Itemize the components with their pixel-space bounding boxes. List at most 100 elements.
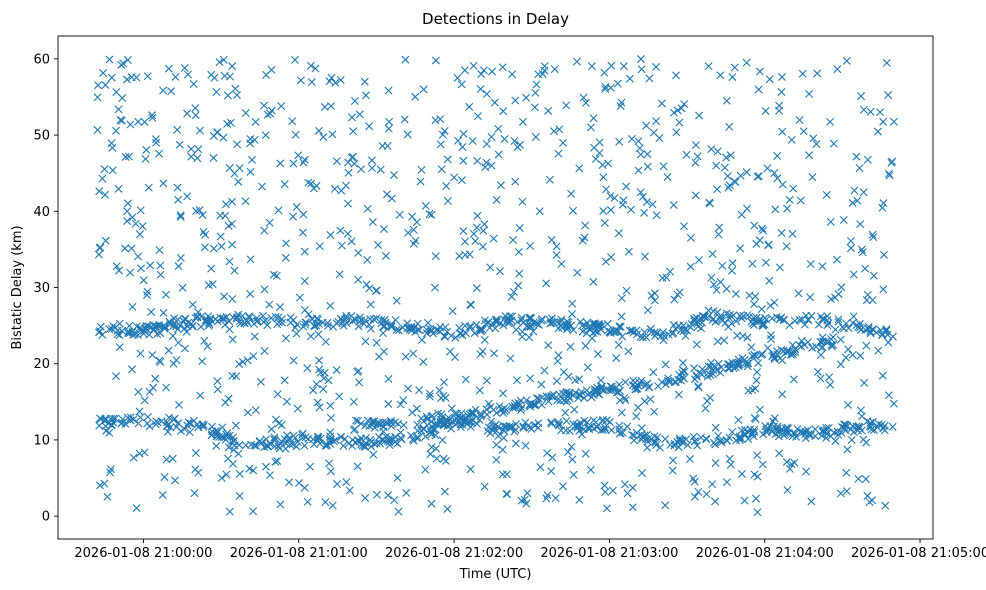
detection-marker xyxy=(789,184,798,193)
detection-marker xyxy=(337,241,346,250)
detection-marker xyxy=(315,242,324,251)
detection-marker xyxy=(618,200,627,209)
detection-marker xyxy=(212,441,221,450)
detection-marker xyxy=(586,465,595,474)
detection-marker xyxy=(380,437,389,446)
detection-marker xyxy=(805,89,814,98)
detection-marker xyxy=(494,150,503,159)
detection-marker xyxy=(225,317,234,326)
detection-marker xyxy=(193,313,202,322)
detection-marker xyxy=(534,70,543,79)
detection-marker xyxy=(869,271,878,280)
detection-marker xyxy=(615,137,624,146)
detection-marker xyxy=(782,242,791,251)
detection-marker xyxy=(183,192,192,201)
detection-marker xyxy=(109,414,118,423)
detection-marker xyxy=(826,432,835,441)
detection-marker xyxy=(351,315,360,324)
detection-marker xyxy=(175,140,184,149)
detection-marker xyxy=(591,418,600,427)
detection-marker xyxy=(185,428,194,437)
detection-marker xyxy=(330,184,339,193)
detection-marker xyxy=(702,490,711,499)
detection-marker xyxy=(224,443,233,452)
detection-marker xyxy=(663,172,672,181)
detection-marker xyxy=(384,86,393,95)
detection-marker xyxy=(566,342,575,351)
detection-marker xyxy=(367,156,376,165)
detection-marker xyxy=(661,380,670,389)
x-axis-ticks: 2026-01-08 21:00:00 2026-01-08 21:01:00 20… xyxy=(74,539,986,561)
detection-marker xyxy=(783,348,792,357)
detection-marker xyxy=(134,387,143,396)
detection-marker xyxy=(889,117,898,126)
detection-marker xyxy=(617,408,626,417)
detection-marker xyxy=(417,414,426,423)
detection-marker xyxy=(498,63,507,72)
detection-marker xyxy=(836,360,845,369)
detection-marker xyxy=(354,248,363,257)
detection-marker xyxy=(857,92,866,101)
detection-marker xyxy=(191,104,200,113)
detection-marker xyxy=(607,382,616,391)
detection-marker xyxy=(416,177,425,186)
detection-marker xyxy=(191,111,200,120)
detection-marker xyxy=(706,370,715,379)
detection-marker xyxy=(327,102,335,111)
detection-marker xyxy=(199,420,208,429)
detection-marker xyxy=(475,326,484,335)
detection-marker xyxy=(477,70,486,79)
detection-marker xyxy=(833,65,842,74)
detection-marker xyxy=(361,434,370,443)
detection-marker xyxy=(266,109,275,118)
detection-marker xyxy=(136,325,145,334)
detection-marker xyxy=(531,88,540,97)
detection-marker xyxy=(281,334,290,343)
detection-marker xyxy=(558,482,567,491)
detection-marker xyxy=(200,243,209,252)
detection-marker xyxy=(441,393,450,402)
detection-marker xyxy=(121,152,130,161)
detection-marker xyxy=(403,130,412,139)
detection-marker xyxy=(841,353,850,362)
detection-marker xyxy=(653,433,662,442)
detection-marker xyxy=(488,67,497,76)
detection-marker xyxy=(861,264,870,273)
detection-marker xyxy=(727,266,736,275)
detection-marker xyxy=(174,419,183,428)
detection-marker xyxy=(561,408,570,417)
detection-marker xyxy=(326,231,335,240)
detection-marker xyxy=(384,491,393,500)
detection-marker xyxy=(366,315,375,324)
detection-marker xyxy=(459,156,468,165)
detection-marker xyxy=(465,323,474,331)
detection-marker xyxy=(492,195,501,204)
detection-marker xyxy=(499,433,508,442)
detection-marker xyxy=(419,357,428,366)
detection-marker xyxy=(705,198,714,207)
detection-marker xyxy=(467,409,476,417)
detection-marker xyxy=(873,127,882,136)
detection-marker xyxy=(354,275,363,284)
detection-marker xyxy=(547,419,556,428)
detection-marker xyxy=(419,85,428,94)
detection-marker xyxy=(643,306,652,315)
detection-marker xyxy=(301,433,310,442)
detection-marker xyxy=(883,330,892,339)
detection-marker xyxy=(722,153,731,162)
detection-marker xyxy=(140,396,149,405)
detection-marker xyxy=(101,190,110,199)
detection-marker xyxy=(331,78,340,87)
detection-marker xyxy=(422,329,431,338)
detection-marker xyxy=(291,130,300,139)
detection-marker xyxy=(545,175,554,184)
detection-marker xyxy=(413,426,422,435)
detection-marker xyxy=(668,466,677,475)
detection-marker xyxy=(751,317,760,326)
detection-marker xyxy=(597,384,606,393)
detection-marker xyxy=(457,413,466,422)
detection-marker xyxy=(176,212,185,221)
detection-marker xyxy=(637,65,646,74)
detection-marker xyxy=(504,319,513,328)
detection-marker xyxy=(507,292,516,301)
